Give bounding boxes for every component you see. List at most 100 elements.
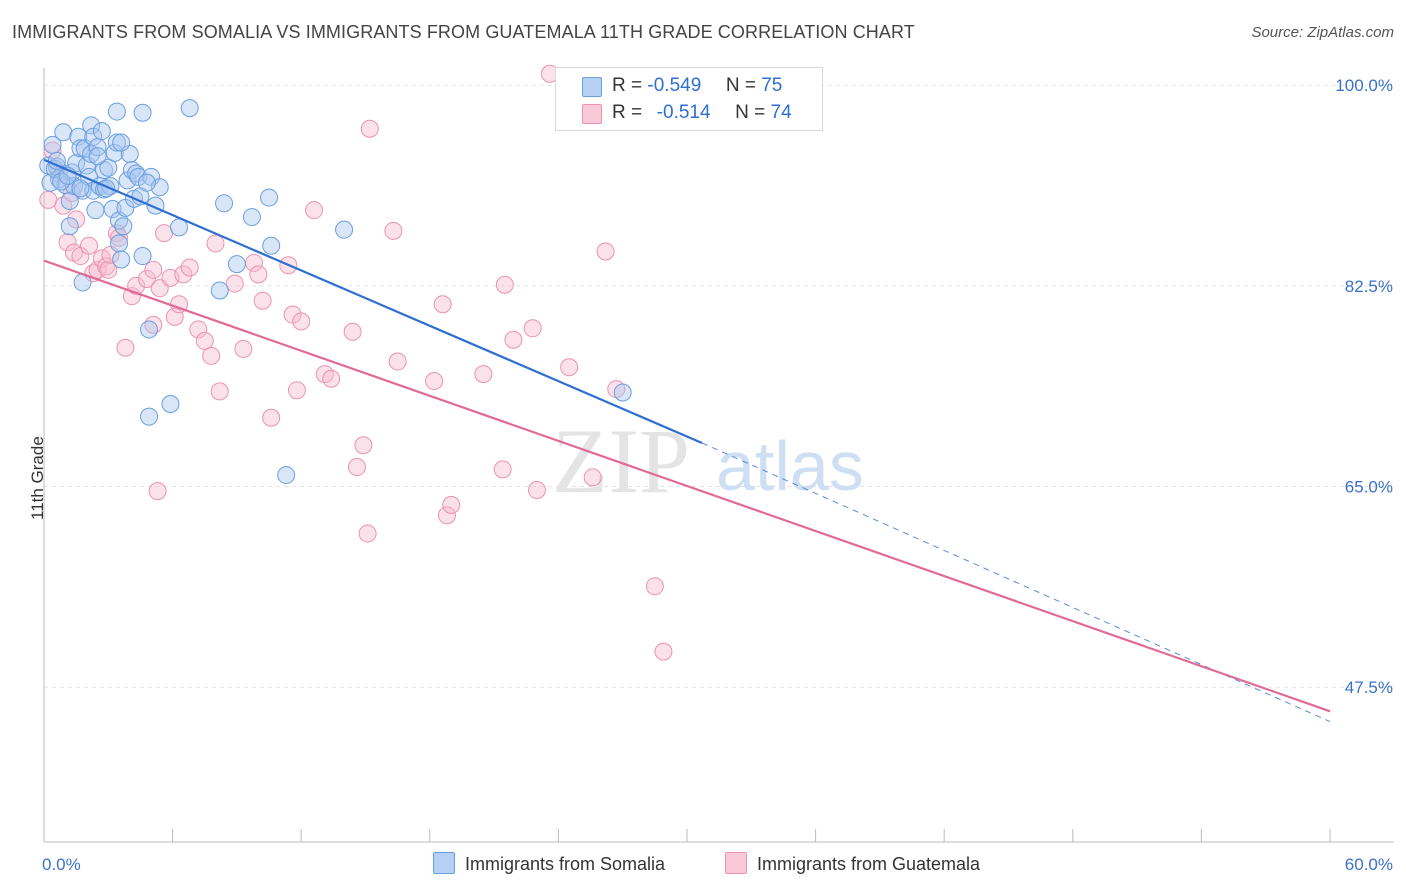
somalia-point	[227, 255, 246, 274]
legend-r-value: -0.549	[647, 75, 702, 96]
guatemala-point	[155, 224, 174, 243]
somalia-point	[112, 133, 131, 152]
guatemala-point	[343, 322, 362, 341]
guatemala-point	[523, 319, 542, 338]
guatemala-point	[596, 242, 615, 261]
guatemala-point	[225, 274, 244, 293]
guatemala-point	[210, 382, 229, 401]
bottom-legend-label-somalia: Immigrants from Somalia	[465, 854, 666, 874]
guatemala-point	[433, 295, 452, 314]
somalia-point	[92, 122, 111, 141]
somalia-point	[161, 394, 180, 413]
guatemala-point	[437, 506, 456, 525]
guatemala-point	[67, 210, 86, 229]
guatemala-point	[388, 352, 407, 371]
guatemala-point	[347, 458, 366, 477]
guatemala-point	[442, 495, 461, 514]
somalia-point	[110, 234, 129, 253]
stats-legend: R = -0.549 N = 75 R = -0.514 N = 74	[555, 67, 823, 131]
guatemala-point	[144, 260, 163, 279]
somalia-point	[335, 220, 354, 239]
chart-source: Source: ZipAtlas.com	[1251, 24, 1394, 41]
bottom-legend-guatemala: Immigrants from Guatemala	[725, 852, 980, 875]
guatemala-point	[583, 468, 602, 487]
somalia-point	[277, 466, 296, 485]
somalia-point	[88, 147, 107, 166]
guatemala-point	[249, 265, 268, 284]
guatemala-point	[253, 291, 272, 310]
y-tick-label: 47.5%	[1345, 678, 1393, 697]
somalia-point	[140, 407, 159, 426]
legend-n-label: N =	[725, 75, 756, 96]
y-tick-label: 65.0%	[1345, 478, 1393, 497]
somalia-point	[67, 154, 86, 173]
somalia-point	[107, 102, 126, 121]
legend-swatch-somalia	[582, 77, 602, 97]
guatemala-point	[39, 190, 58, 209]
guatemala-point	[54, 196, 73, 215]
guatemala-point	[654, 642, 673, 661]
guatemala-point	[305, 201, 324, 220]
somalia-point	[260, 188, 279, 207]
guatemala-point	[495, 275, 514, 294]
y-tick-labels: 47.5% 65.0% 82.5% 100.0%	[1335, 76, 1393, 697]
somalia-point	[133, 103, 152, 122]
somalia-point	[613, 383, 632, 402]
guatemala-point	[148, 482, 167, 501]
x-tick-label-min: 0.0%	[42, 855, 81, 874]
legend-n-value: 75	[761, 75, 783, 96]
guatemala-point	[174, 265, 193, 284]
bottom-legend-swatch-somalia	[433, 852, 455, 874]
guatemala-point	[202, 346, 221, 365]
somalia-point	[103, 200, 122, 219]
guatemala-point	[99, 260, 118, 279]
guatemala-point	[80, 236, 99, 255]
y-tick-label: 82.5%	[1345, 277, 1393, 296]
guatemala-point	[474, 365, 493, 384]
somalia-trend-line	[43, 158, 703, 444]
guatemala-point	[315, 365, 334, 384]
bottom-legend-label-guatemala: Immigrants from Guatemala	[757, 854, 981, 874]
somalia-point	[84, 127, 103, 146]
legend-r-label: R =	[612, 102, 643, 123]
gridlines	[44, 84, 1394, 688]
legend-n-value: 74	[770, 102, 792, 123]
somalia-trend-extension	[701, 442, 1331, 723]
bottom-legend-somalia: Immigrants from Somalia	[433, 852, 665, 875]
guatemala-point	[97, 257, 116, 276]
guatemala-point	[287, 381, 306, 400]
guatemala-point	[180, 258, 199, 277]
guatemala-point	[527, 480, 546, 499]
somalia-point	[114, 217, 133, 236]
somalia-point	[133, 247, 152, 266]
somalia-point	[71, 179, 90, 198]
somalia-point	[137, 173, 156, 192]
chart-title: IMMIGRANTS FROM SOMALIA VS IMMIGRANTS FR…	[12, 22, 915, 42]
guatemala-point	[360, 119, 379, 138]
guatemala-point	[384, 221, 403, 240]
bottom-legend-swatch-guatemala	[725, 852, 747, 874]
guatemala-trend-line	[43, 259, 1331, 713]
x-ticks	[43, 829, 1331, 842]
legend-swatch-guatemala	[582, 104, 602, 124]
guatemala-point	[504, 330, 523, 349]
somalia-point	[215, 194, 234, 213]
guatemala-point	[137, 269, 156, 288]
somalia-point	[210, 281, 229, 300]
somalia-point	[86, 201, 105, 220]
watermark-atlas: atlas	[716, 427, 864, 505]
guatemala-point	[58, 233, 77, 252]
watermark-zip: ZIP	[552, 410, 690, 512]
guatemala-point	[116, 338, 135, 357]
guatemala-point	[354, 436, 373, 455]
somalia-point	[82, 116, 101, 135]
guatemala-point	[645, 577, 664, 596]
somalia-point	[54, 123, 73, 142]
somalia-point	[180, 99, 199, 118]
guatemala-point	[127, 276, 146, 295]
guatemala-point	[560, 358, 579, 377]
axes	[43, 68, 1394, 843]
somalia-point	[242, 208, 261, 227]
somalia-point	[112, 250, 131, 269]
